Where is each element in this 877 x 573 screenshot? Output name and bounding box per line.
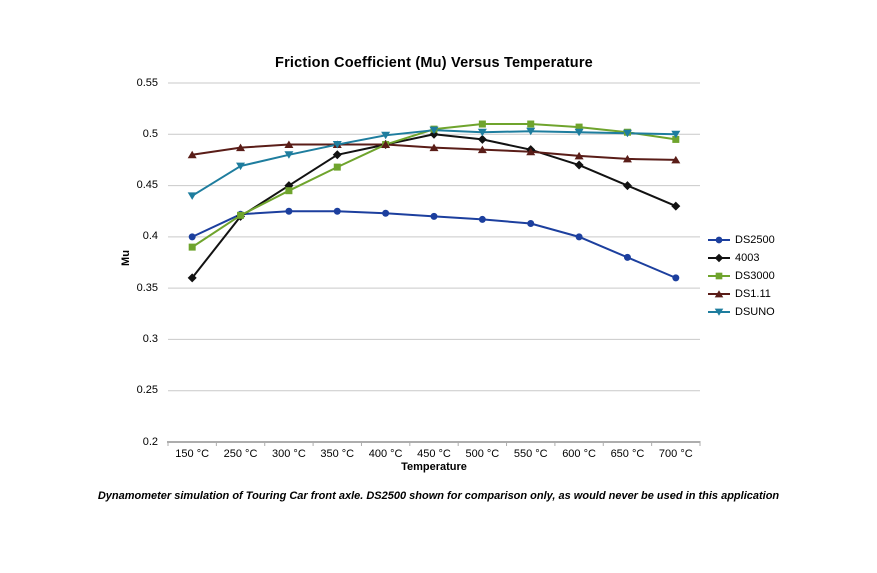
legend-marker-DS3000 — [715, 272, 723, 280]
data-point-marker-4003 — [574, 160, 584, 170]
data-point-marker-DS1.11 — [477, 145, 487, 154]
series-line-4003 — [191, 133, 677, 279]
data-point-marker-DS3000 — [188, 243, 196, 251]
x-tick-label: 700 °C — [658, 448, 693, 460]
data-point-marker-DS1.11 — [526, 147, 536, 156]
x-tick-label: 400 °C — [368, 448, 403, 460]
x-tick-label: 550 °C — [513, 448, 548, 460]
data-point-marker-4003 — [187, 273, 197, 283]
legend-marker-DSUNO — [714, 308, 724, 316]
legend: DS2500 4003 DS3000 DS1.11 DSUNO — [708, 231, 775, 321]
data-point-marker-DS2500 — [188, 233, 196, 241]
data-point-marker-DS1.11 — [284, 140, 294, 149]
y-tick-label: 0.4 — [142, 230, 158, 243]
x-tick-label: 650 °C — [610, 448, 645, 460]
x-tick-label: 450 °C — [417, 448, 451, 460]
y-tick-label: 0.3 — [142, 332, 158, 345]
diamond-marker-icon — [708, 253, 730, 263]
data-point-marker-DSUNO — [381, 131, 391, 140]
data-point-marker-DSUNO — [284, 151, 294, 159]
y-tick-label: 0.5 — [142, 127, 158, 140]
data-point-marker-DS3000 — [333, 163, 341, 171]
data-point-marker-DS3000 — [527, 120, 535, 128]
legend-item-DS1.11: DS1.11 — [708, 285, 775, 303]
x-tick-label: 300 °C — [272, 448, 306, 460]
data-point-marker-DS3000 — [285, 187, 293, 195]
legend-label: DS2500 — [735, 234, 775, 246]
data-point-marker-DS3000 — [478, 120, 486, 128]
data-point-marker-DS2500 — [575, 233, 583, 241]
legend-marker-DS2500 — [715, 236, 723, 244]
data-point-marker-DS1.11 — [574, 151, 584, 160]
data-point-marker-DS2500 — [672, 274, 680, 282]
data-point-marker-4003 — [477, 134, 487, 144]
data-point-marker-DSUNO — [574, 128, 584, 137]
chart-title: Friction Coefficient (Mu) Versus Tempera… — [275, 55, 593, 71]
legend-item-DS2500: DS2500 — [708, 231, 775, 249]
square-marker-icon — [708, 272, 730, 280]
x-tick-label: 150 °C — [175, 448, 210, 460]
data-point-marker-DSUNO — [187, 192, 197, 200]
legend-label: DS1.11 — [735, 288, 771, 300]
data-point-marker-DS3000 — [575, 123, 583, 131]
data-point-marker-DSUNO — [622, 129, 632, 138]
x-tick-label: 250 °C — [223, 448, 258, 460]
legend-marker-DS1.11 — [714, 290, 724, 298]
data-point-marker-DSUNO — [526, 127, 536, 136]
data-point-marker-DS1.11 — [622, 154, 632, 163]
triangle-down-marker-icon — [708, 308, 730, 316]
y-axis-title: Mu — [120, 250, 132, 266]
data-point-marker-DSUNO — [429, 126, 439, 135]
data-point-marker-DS1.11 — [671, 155, 681, 164]
legend-item-DSUNO: DSUNO — [708, 303, 775, 321]
legend-marker-4003 — [714, 253, 724, 263]
y-tick-label: 0.35 — [136, 281, 158, 294]
triangle-up-marker-icon — [708, 290, 730, 298]
x-axis-title: Temperature — [401, 461, 467, 473]
data-point-marker-4003 — [332, 150, 342, 160]
data-point-marker-4003 — [622, 181, 632, 191]
data-point-marker-DS2500 — [527, 220, 535, 228]
data-point-marker-DS3000 — [237, 211, 245, 219]
data-point-marker-DS1.11 — [381, 140, 391, 149]
legend-label: DS3000 — [735, 270, 775, 282]
data-point-marker-DS2500 — [430, 212, 438, 220]
legend-item-DS3000: DS3000 — [708, 267, 775, 285]
data-point-marker-DSUNO — [236, 162, 246, 171]
data-point-marker-DSUNO — [477, 128, 487, 137]
y-tick-label: 0.2 — [142, 435, 158, 448]
circle-marker-icon — [708, 236, 730, 244]
data-point-marker-DS3000 — [672, 135, 680, 143]
data-point-marker-DS2500 — [285, 207, 293, 215]
data-point-marker-DS2500 — [623, 253, 631, 261]
series-line-DS2500 — [191, 210, 677, 279]
data-point-marker-DSUNO — [332, 141, 342, 149]
data-point-marker-DSUNO — [671, 130, 681, 139]
x-tick-label: 350 °C — [320, 448, 355, 460]
data-point-marker-DS2500 — [333, 207, 341, 215]
legend-label: 4003 — [735, 252, 760, 264]
legend-label: DSUNO — [735, 306, 775, 318]
data-point-marker-DS2500 — [478, 215, 486, 223]
data-point-marker-DS2500 — [382, 209, 390, 217]
legend-item-4003: 4003 — [708, 249, 775, 267]
data-point-marker-DS1.11 — [429, 143, 439, 152]
y-tick-label: 0.25 — [136, 384, 158, 397]
y-tick-label: 0.45 — [136, 179, 158, 192]
x-tick-label: 600 °C — [562, 448, 596, 460]
y-tick-label: 0.55 — [136, 76, 158, 89]
data-point-marker-4003 — [671, 201, 681, 211]
data-point-marker-DS1.11 — [236, 143, 246, 152]
data-point-marker-DS1.11 — [187, 150, 197, 159]
x-tick-label: 500 °C — [465, 448, 500, 460]
chart-footnote: Dynamometer simulation of Touring Car fr… — [97, 490, 780, 502]
